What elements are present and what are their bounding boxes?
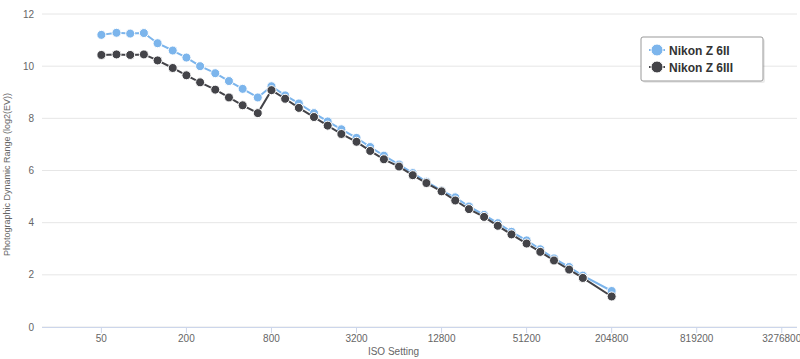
plot-area [97, 28, 616, 301]
x-tick-label: 3200 [345, 333, 368, 344]
data-point [238, 84, 247, 93]
x-axis-title: ISO Setting [368, 346, 419, 357]
data-point [168, 46, 177, 55]
chart: 0 2 4 6 8 10 12 50 200 800 3200 12800 51200 204800 819… [0, 0, 800, 359]
data-point [281, 94, 290, 103]
data-point [522, 239, 531, 248]
x-tick-label: 50 [96, 333, 108, 344]
x-tick-label: 51200 [513, 333, 541, 344]
y-tick-label: 6 [28, 165, 34, 176]
y-tick-label: 0 [28, 322, 34, 333]
data-point [211, 69, 220, 78]
y-tick-label: 10 [23, 61, 35, 72]
grid-line [42, 327, 797, 328]
x-tick-label: 800 [263, 333, 280, 344]
data-point [168, 63, 177, 72]
data-point [182, 71, 191, 80]
x-tick-label: 200 [178, 333, 195, 344]
data-point [422, 179, 431, 188]
data-point [493, 221, 502, 230]
data-point [464, 205, 473, 214]
data-point [451, 196, 460, 205]
data-point [607, 292, 616, 301]
legend-box [641, 37, 763, 81]
data-point [294, 103, 303, 112]
data-point [480, 212, 489, 221]
y-tick-label: 8 [28, 113, 34, 124]
data-point [267, 86, 276, 95]
data-point [224, 93, 233, 102]
data-point [408, 171, 417, 180]
data-point [139, 50, 148, 59]
x-tick-label: 3276800 [762, 333, 800, 344]
data-point [182, 53, 191, 62]
x-tick-label: 204800 [595, 333, 629, 344]
data-point [366, 146, 375, 155]
data-point [253, 93, 262, 102]
data-point [211, 85, 220, 94]
data-point [126, 29, 135, 38]
grid-line [42, 274, 797, 275]
data-point [196, 78, 205, 87]
data-point [352, 137, 361, 146]
y-tick-label: 2 [28, 269, 34, 280]
data-point [565, 265, 574, 274]
grid-line [42, 14, 797, 15]
data-point [112, 50, 121, 59]
data-point [379, 155, 388, 164]
legend-marker [651, 61, 663, 73]
data-point [153, 39, 162, 48]
data-point [139, 29, 148, 38]
data-point [196, 62, 205, 71]
data-point [578, 273, 587, 282]
data-point [97, 30, 106, 39]
data-point [253, 109, 262, 118]
series-line [101, 54, 611, 296]
data-point [153, 56, 162, 65]
y-tick-label: 12 [23, 9, 35, 20]
data-point [112, 28, 121, 37]
grid-line [42, 118, 797, 119]
grid [42, 14, 797, 327]
data-point [126, 50, 135, 59]
x-tick-label: 12800 [428, 333, 456, 344]
data-point [337, 129, 346, 138]
data-point [309, 113, 318, 122]
data-point [437, 186, 446, 195]
data-point [238, 101, 247, 110]
data-point [507, 230, 516, 239]
grid-line [42, 170, 797, 171]
data-point [395, 162, 404, 171]
x-axis-line [42, 327, 797, 328]
legend-label: Nikon Z 6III [669, 61, 733, 75]
y-tick-label: 4 [28, 217, 34, 228]
legend-label: Nikon Z 6II [669, 44, 730, 58]
data-point [536, 247, 545, 256]
data-point [323, 121, 332, 130]
y-axis-title: Photographic Dynamic Range (log2(EV)) [2, 93, 12, 256]
data-point [549, 256, 558, 265]
data-point [97, 50, 106, 59]
legend: Nikon Z 6II Nikon Z 6III [641, 37, 765, 83]
data-point [224, 77, 233, 86]
data-point [437, 187, 446, 196]
x-tick-label: 819200 [680, 333, 714, 344]
legend-marker [651, 44, 663, 56]
grid-line [42, 222, 797, 223]
